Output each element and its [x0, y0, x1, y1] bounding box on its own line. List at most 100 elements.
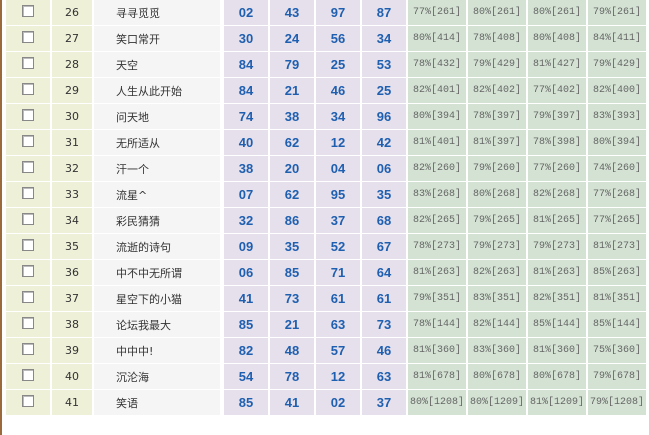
- hit-rate: 80%[414]: [408, 26, 466, 51]
- row-checkbox[interactable]: [22, 213, 34, 225]
- user-name: 论坛我最大: [94, 312, 220, 337]
- hit-rate: 80%[408]: [528, 26, 586, 51]
- predicted-number: 32: [224, 208, 268, 233]
- row-select-cell[interactable]: [6, 260, 50, 285]
- row-select-cell[interactable]: [6, 78, 50, 103]
- hit-rate: 81%[351]: [588, 286, 646, 311]
- predicted-number: 46: [362, 338, 406, 363]
- predicted-number: 24: [270, 26, 314, 51]
- row-checkbox[interactable]: [22, 31, 34, 43]
- user-name: 寻寻觅觅: [94, 0, 220, 25]
- table-row: 37 星空下的小猫 41 73 61 61 79%[351] 83%[351] 82%[351]…: [6, 286, 646, 311]
- hit-rate: 77%[261]: [408, 0, 466, 25]
- user-name: 星空下的小猫: [94, 286, 220, 311]
- predicted-number: 54: [224, 364, 268, 389]
- predicted-number: 46: [316, 78, 360, 103]
- user-name: 中中中!: [94, 338, 220, 363]
- row-checkbox[interactable]: [22, 57, 34, 69]
- row-checkbox[interactable]: [22, 5, 34, 17]
- hit-rate: 85%[144]: [528, 312, 586, 337]
- user-name: 笑语: [94, 390, 220, 415]
- predicted-number: 41: [224, 286, 268, 311]
- row-select-cell[interactable]: [6, 286, 50, 311]
- table-row: 35 流逝的诗句 09 35 52 67 78%[273] 79%[273] 79%[273] 8…: [6, 234, 646, 259]
- predicted-number: 30: [224, 26, 268, 51]
- row-checkbox[interactable]: [22, 135, 34, 147]
- hit-rate: 80%[678]: [468, 364, 526, 389]
- hit-rate: 77%[402]: [528, 78, 586, 103]
- row-checkbox[interactable]: [22, 317, 34, 329]
- hit-rate: 85%[263]: [588, 260, 646, 285]
- row-number: 28: [52, 52, 92, 77]
- row-select-cell[interactable]: [6, 26, 50, 51]
- predicted-number: 35: [362, 182, 406, 207]
- prediction-table: 26 寻寻觅觅 02 43 97 87 77%[261] 80%[261] 80%[261] 79…: [4, 0, 648, 416]
- hit-rate: 81%[401]: [408, 130, 466, 155]
- row-select-cell[interactable]: [6, 52, 50, 77]
- row-checkbox[interactable]: [22, 395, 34, 407]
- row-select-cell[interactable]: [6, 0, 50, 25]
- hit-rate: 79%[1208]: [588, 390, 646, 415]
- hit-rate: 78%[397]: [468, 104, 526, 129]
- hit-rate: 78%[398]: [528, 130, 586, 155]
- row-number: 41: [52, 390, 92, 415]
- row-select-cell[interactable]: [6, 182, 50, 207]
- predicted-number: 86: [270, 208, 314, 233]
- row-select-cell[interactable]: [6, 390, 50, 415]
- row-checkbox[interactable]: [22, 161, 34, 173]
- row-select-cell[interactable]: [6, 234, 50, 259]
- hit-rate: 79%[265]: [468, 208, 526, 233]
- row-number: 39: [52, 338, 92, 363]
- hit-rate: 79%[261]: [588, 0, 646, 25]
- predicted-number: 61: [362, 286, 406, 311]
- predicted-number: 34: [316, 104, 360, 129]
- hit-rate: 82%[265]: [408, 208, 466, 233]
- hit-rate: 82%[400]: [588, 78, 646, 103]
- row-checkbox[interactable]: [22, 187, 34, 199]
- predicted-number: 21: [270, 78, 314, 103]
- predicted-number: 07: [224, 182, 268, 207]
- predicted-number: 02: [316, 390, 360, 415]
- predicted-number: 42: [362, 130, 406, 155]
- row-select-cell[interactable]: [6, 312, 50, 337]
- hit-rate: 81%[360]: [528, 338, 586, 363]
- row-select-cell[interactable]: [6, 208, 50, 233]
- table-row: 33 流星^ 07 62 95 35 83%[268] 80%[268] 82%[268] 77%…: [6, 182, 646, 207]
- predicted-number: 41: [270, 390, 314, 415]
- user-name: 无所适从: [94, 130, 220, 155]
- row-checkbox[interactable]: [22, 265, 34, 277]
- table-row: 30 问天地 74 38 34 96 80%[394] 78%[397] 79%[397] 83%…: [6, 104, 646, 129]
- hit-rate: 79%[429]: [588, 52, 646, 77]
- row-checkbox[interactable]: [22, 83, 34, 95]
- predicted-number: 73: [362, 312, 406, 337]
- hit-rate: 82%[260]: [408, 156, 466, 181]
- predicted-number: 62: [270, 182, 314, 207]
- row-select-cell[interactable]: [6, 156, 50, 181]
- predicted-number: 84: [224, 52, 268, 77]
- hit-rate: 79%[678]: [588, 364, 646, 389]
- row-checkbox[interactable]: [22, 239, 34, 251]
- hit-rate: 79%[397]: [528, 104, 586, 129]
- row-select-cell[interactable]: [6, 104, 50, 129]
- row-select-cell[interactable]: [6, 364, 50, 389]
- row-number: 32: [52, 156, 92, 181]
- row-select-cell[interactable]: [6, 130, 50, 155]
- hit-rate: 81%[360]: [408, 338, 466, 363]
- hit-rate: 80%[261]: [528, 0, 586, 25]
- row-checkbox[interactable]: [22, 291, 34, 303]
- predicted-number: 78: [270, 364, 314, 389]
- user-name: 问天地: [94, 104, 220, 129]
- table-row: 32 汗一个 38 20 04 06 82%[260] 79%[260] 77%[260] 74%…: [6, 156, 646, 181]
- predicted-number: 06: [224, 260, 268, 285]
- predicted-number: 48: [270, 338, 314, 363]
- hit-rate: 78%[144]: [408, 312, 466, 337]
- row-number: 27: [52, 26, 92, 51]
- user-name: 流星^: [94, 182, 220, 207]
- hit-rate: 81%[397]: [468, 130, 526, 155]
- row-checkbox[interactable]: [22, 369, 34, 381]
- row-checkbox[interactable]: [22, 109, 34, 121]
- row-select-cell[interactable]: [6, 338, 50, 363]
- table-row: 36 中不中无所谓 06 85 71 64 81%[263] 82%[263] 81%[263]…: [6, 260, 646, 285]
- row-checkbox[interactable]: [22, 343, 34, 355]
